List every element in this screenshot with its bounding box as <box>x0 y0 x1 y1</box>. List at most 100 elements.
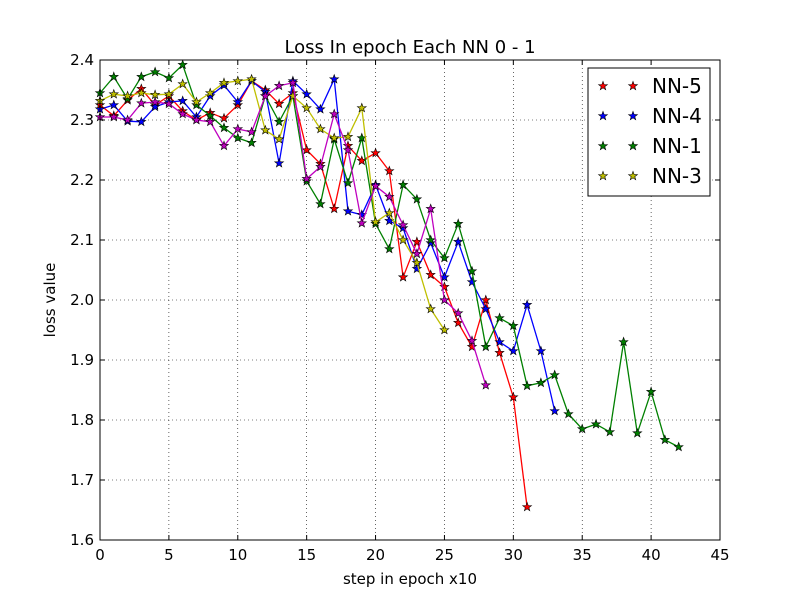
data-point <box>466 341 478 352</box>
data-point <box>177 108 188 119</box>
data-point <box>315 123 326 134</box>
x-tick-label: 45 <box>710 546 729 564</box>
y-tick-label: 2.2 <box>70 171 94 189</box>
x-tick-label: 5 <box>164 546 174 564</box>
legend-label: NN-3 <box>652 164 702 188</box>
data-point <box>204 87 216 98</box>
data-point <box>328 203 340 214</box>
x-tick-label: 40 <box>642 546 661 564</box>
data-point <box>480 341 492 352</box>
data-point <box>384 165 395 176</box>
data-point <box>466 276 478 287</box>
data-point <box>521 299 533 310</box>
data-point <box>439 281 450 292</box>
legend-marker <box>627 140 639 151</box>
data-point <box>287 90 299 101</box>
data-point <box>108 111 120 122</box>
x-tick-label: 30 <box>504 546 523 564</box>
y-tick-label: 1.8 <box>70 411 94 429</box>
data-point <box>411 248 423 259</box>
data-point <box>618 336 629 347</box>
data-point <box>480 379 492 390</box>
data-point <box>232 99 244 110</box>
legend-label: NN-5 <box>652 74 702 98</box>
data-point <box>535 345 547 356</box>
data-point <box>342 177 354 188</box>
data-point <box>260 124 271 135</box>
x-tick-label: 20 <box>366 546 385 564</box>
y-tick-label: 2.4 <box>70 51 94 69</box>
x-tick-label: 25 <box>435 546 454 564</box>
x-tick-label: 15 <box>297 546 316 564</box>
data-point <box>149 101 161 112</box>
data-point <box>384 191 395 202</box>
data-point <box>439 324 450 335</box>
data-point <box>136 97 147 108</box>
legend-item: NN-4 <box>597 104 702 128</box>
data-point <box>521 501 533 512</box>
y-tick-label: 1.7 <box>70 471 94 489</box>
data-point <box>301 88 312 99</box>
data-point <box>645 386 657 397</box>
data-point <box>439 294 450 305</box>
data-point <box>136 71 147 82</box>
data-point <box>411 236 423 247</box>
data-point <box>508 320 519 331</box>
data-point <box>397 271 409 282</box>
data-point <box>273 80 285 91</box>
data-point <box>122 90 133 101</box>
y-tick-label: 1.6 <box>70 531 94 549</box>
data-point <box>370 180 381 191</box>
data-point <box>163 98 175 109</box>
data-point <box>466 265 478 276</box>
data-point <box>149 96 161 107</box>
data-point <box>136 87 147 98</box>
data-point <box>452 218 464 229</box>
data-point <box>425 234 436 245</box>
y-tick-label: 2.0 <box>70 291 94 309</box>
data-point <box>232 132 244 143</box>
data-point <box>494 347 505 358</box>
legend-item: NN-1 <box>597 134 702 158</box>
data-point <box>218 122 230 133</box>
data-point <box>508 391 519 402</box>
data-point <box>232 123 244 134</box>
data-point <box>163 72 175 83</box>
data-point <box>563 408 574 419</box>
x-tick-label: 10 <box>228 546 247 564</box>
data-point <box>232 75 244 86</box>
data-point <box>425 303 436 314</box>
data-point <box>315 198 326 209</box>
data-point <box>177 59 188 70</box>
data-point <box>576 423 588 434</box>
data-point <box>370 147 381 158</box>
data-point <box>480 294 492 305</box>
data-point <box>287 77 299 88</box>
legend-item: NN-5 <box>597 74 702 98</box>
legend-item: NN-3 <box>597 164 702 188</box>
data-point <box>108 99 120 110</box>
data-point <box>191 96 202 107</box>
chart-title: Loss In epoch Each NN 0 - 1 <box>284 37 535 58</box>
series-layer <box>94 59 684 512</box>
data-point <box>370 216 381 227</box>
legend-marker <box>597 80 609 91</box>
data-point <box>301 173 312 184</box>
series-line <box>99 76 556 412</box>
data-point <box>177 78 188 89</box>
y-axis-label: loss value <box>41 263 59 338</box>
data-point <box>260 90 271 101</box>
data-point <box>508 345 519 356</box>
x-tick-label: 35 <box>573 546 592 564</box>
x-tick-label: 0 <box>95 546 105 564</box>
legend: NN-5 NN-4 NN-1 NN-3 <box>587 67 711 197</box>
data-point <box>590 418 602 429</box>
data-point <box>384 207 395 218</box>
data-point <box>549 405 560 416</box>
data-point <box>273 157 285 168</box>
legend-marker <box>597 140 609 151</box>
data-point <box>342 205 354 216</box>
data-point <box>328 73 340 84</box>
